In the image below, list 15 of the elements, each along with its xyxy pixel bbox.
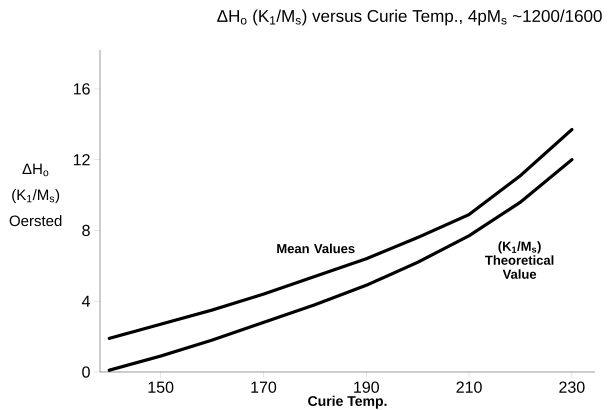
chart-title: ΔH$_{o}$ (K$_{1}$/M$_{s}$) versus Curie Temp., 4pM$_{s}$ ~1200/1600	[217, 10, 602, 26]
y-tick-label: 8	[82, 224, 90, 236]
text: ΔH$_{o}$ (K$_{1}$/M$_{s}$) Oersted	[10, 164, 62, 226]
x-tick-label: 230	[559, 382, 585, 393]
x-tick-label: 210	[456, 382, 482, 393]
y-tick-label: 12	[74, 154, 90, 166]
x-axis-title: Curie Temp.	[308, 396, 386, 409]
y-tick-label: 16	[74, 83, 90, 95]
x-tick-label: 190	[354, 382, 379, 393]
series-label: Mean Values	[277, 244, 355, 254]
y-tick-label: 0	[82, 366, 90, 378]
x-tick-label: 170	[251, 382, 276, 393]
series-label: (K$_{1}$/M$_{s}$) Theoretical Value	[485, 241, 554, 279]
y-tick-label: 4	[82, 296, 90, 307]
x-tick-label: 150	[148, 382, 174, 393]
